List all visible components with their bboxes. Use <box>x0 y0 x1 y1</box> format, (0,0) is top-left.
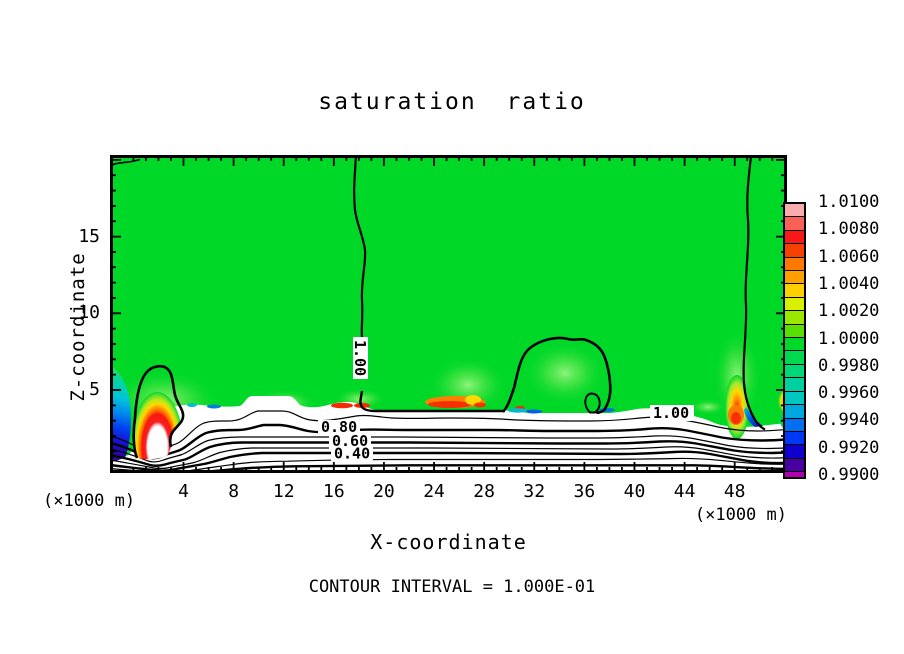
x-tick-label: 48 <box>723 481 746 502</box>
colorbar-segment <box>785 377 804 391</box>
colorbar-segment <box>785 283 804 297</box>
x-tick-label: 32 <box>523 481 546 502</box>
x-tick-label: 40 <box>623 481 646 502</box>
colorbar-tick-label: 1.0100 <box>818 192 880 212</box>
contour-label-060: 0.60 <box>332 432 368 450</box>
colorbar-segment <box>785 229 804 244</box>
colorbar-tick-label: 1.0020 <box>818 301 880 322</box>
colorbar-segment <box>785 323 804 338</box>
colorbar-segment <box>785 350 804 364</box>
colorbar-bar <box>783 202 806 479</box>
colorbar-segment <box>785 363 804 378</box>
contour-label-040: 0.40 <box>334 445 370 463</box>
colorbar-segment <box>785 417 804 431</box>
colorbar-tick-label: 1.0060 <box>818 246 880 267</box>
x-tick-label: 24 <box>423 481 445 502</box>
y-tick-label: 5 <box>89 379 100 400</box>
x-tick-label: 16 <box>322 481 345 502</box>
contour-interval-note: CONTOUR INTERVAL = 1.000E-01 <box>308 577 596 597</box>
colorbar-segment <box>785 296 804 311</box>
colorbar-segment <box>785 337 804 351</box>
colorbar-tick-label: 0.9980 <box>818 355 880 376</box>
colorbar-tick-label: 0.9900 <box>818 465 880 485</box>
x-tick-label: 44 <box>673 481 696 502</box>
colorbar-segment <box>785 444 804 458</box>
colorbar-segment <box>785 256 804 271</box>
contour-label-100-right: 1.00 <box>653 404 689 422</box>
colorbar-segment <box>785 204 804 217</box>
colorbar-tick-label: 1.0080 <box>818 219 880 240</box>
x-tick-label: 12 <box>272 481 295 502</box>
y-axis-title: Z-coordinate <box>67 252 89 402</box>
colorbar-segment <box>785 404 804 418</box>
contour-label-100-vertical: 1.00 <box>351 340 369 376</box>
colorbar-segment <box>785 457 804 472</box>
colorbar-under-range-segment <box>785 471 804 478</box>
x-tick-label: 36 <box>573 481 596 502</box>
plot-area: 1.00 0.80 0.60 0.40 1.00 <box>110 155 787 473</box>
colorbar-tick-label: 0.9920 <box>818 437 880 458</box>
y-tick-label: 10 <box>78 302 100 324</box>
colorbar-tick-label: 0.9960 <box>818 383 880 404</box>
colorbar-segment <box>785 390 804 405</box>
x-tick-label: 20 <box>373 481 395 502</box>
colorbar-segment <box>785 270 804 284</box>
colorbar-segment <box>785 243 804 257</box>
x-tick-label: 28 <box>473 481 495 502</box>
contour-plot-canvas: 1.00 0.80 0.60 0.40 1.00 <box>110 155 787 473</box>
colorbar-tick-label: 1.0000 <box>818 328 880 349</box>
contour-labels: 1.00 0.80 0.60 0.40 1.00 <box>318 337 694 463</box>
y-axis-units: (×1000 m) <box>43 491 136 511</box>
chart-title: saturation ratio <box>318 89 586 115</box>
colorbar-tick-label: 1.0040 <box>818 273 880 294</box>
contour-artwork: 1.00 0.80 0.60 0.40 1.00 <box>110 155 787 473</box>
x-axis-units: (×1000 m) <box>694 505 787 525</box>
colorbar-tick-label: 0.9940 <box>818 410 880 431</box>
contour-label-080: 0.80 <box>321 418 357 436</box>
colorbar-segment <box>785 216 804 230</box>
colorbar-segment <box>785 310 804 324</box>
x-tick-label: 8 <box>228 481 240 502</box>
colorbar-segment <box>785 430 804 445</box>
x-tick-label: 4 <box>178 481 189 502</box>
x-axis-title: X-coordinate <box>370 530 527 554</box>
y-tick-label: 15 <box>78 225 100 247</box>
